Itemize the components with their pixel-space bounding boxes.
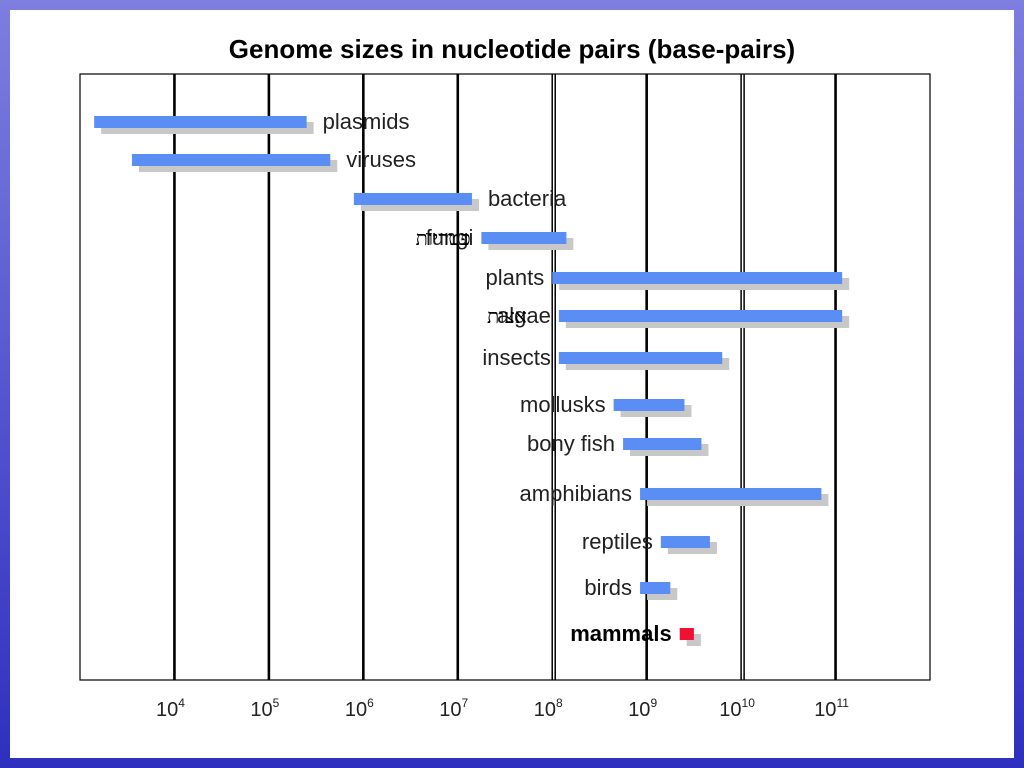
x-tick-label-1e4: 104 [156, 696, 185, 721]
bar-viruses [131, 154, 331, 166]
x-tick-base: 10 [250, 699, 272, 721]
bar-algae [558, 310, 843, 322]
x-tick-base: 10 [345, 699, 367, 721]
category-label-mammals: mammals [570, 621, 672, 646]
category-label-viruses: viruses [346, 147, 416, 172]
bar-layer [94, 116, 850, 646]
x-tick-label-1e5: 105 [250, 696, 279, 721]
bar-reptiles [660, 536, 710, 548]
x-tick-label-1e9: 109 [628, 696, 657, 721]
x-tick-exponent: 6 [367, 696, 374, 710]
x-tick-base: 10 [814, 699, 836, 721]
x-tick-label-1e6: 106 [345, 696, 374, 721]
category-label-bacteria: bacteria [488, 186, 567, 211]
x-tick-base: 10 [719, 699, 741, 721]
category-label-algae: algae [497, 303, 551, 328]
bar-bony-fish [623, 438, 702, 450]
x-tick-label-1e10: 1010 [719, 696, 755, 721]
bar-plants [552, 272, 843, 284]
tick-layer: 104 105 106 107 108 109 1010 1011 [156, 696, 849, 721]
x-tick-exponent: 8 [556, 696, 563, 710]
x-tick-base: 10 [156, 699, 178, 721]
bar-amphibians [640, 488, 822, 500]
x-tick-exponent: 11 [836, 696, 849, 710]
bar-fungi [481, 232, 567, 244]
hebrew-annotation-fungi: פטריות [416, 226, 471, 250]
genome-size-chart: plasmids viruses bacteria fungi plants algae i… [79, 73, 931, 721]
grid-layer [79, 73, 931, 681]
x-tick-label-1e8: 108 [534, 696, 563, 721]
x-tick-exponent: 10 [742, 696, 756, 710]
category-label-bony-fish: bony fish [527, 431, 615, 456]
plot-frame [79, 73, 931, 681]
chart-title: Genome sizes in nucleotide pairs (base-p… [228, 34, 796, 64]
bar-plasmids [94, 116, 307, 128]
hebrew-annotation-algae: אצות [487, 304, 527, 328]
bar-bacteria [353, 193, 472, 205]
x-tick-exponent: 5 [273, 696, 280, 710]
category-label-reptiles: reptiles [582, 529, 653, 554]
x-tick-exponent: 7 [462, 696, 469, 710]
category-label-plasmids: plasmids [323, 109, 410, 134]
bar-mammals [679, 628, 694, 640]
bar-mollusks [613, 399, 685, 411]
x-tick-exponent: 9 [650, 696, 657, 710]
bar-birds [640, 582, 671, 594]
label-layer: plasmids viruses bacteria fungi plants algae i… [323, 109, 672, 646]
x-tick-base: 10 [628, 699, 650, 721]
category-label-birds: birds [584, 575, 632, 600]
slide: Genome sizes in nucleotide pairs (base-p… [10, 10, 1014, 758]
category-label-fungi: fungi [426, 225, 474, 250]
x-tick-base: 10 [439, 699, 461, 721]
category-label-mollusks: mollusks [520, 392, 606, 417]
x-tick-label-1e7: 107 [439, 696, 468, 721]
category-label-amphibians: amphibians [520, 481, 633, 506]
x-tick-label-1e11: 1011 [814, 696, 849, 721]
bar-insects [558, 352, 723, 364]
x-tick-base: 10 [534, 699, 556, 721]
x-tick-exponent: 4 [178, 696, 185, 710]
category-label-plants: plants [486, 265, 545, 290]
category-label-insects: insects [482, 345, 550, 370]
